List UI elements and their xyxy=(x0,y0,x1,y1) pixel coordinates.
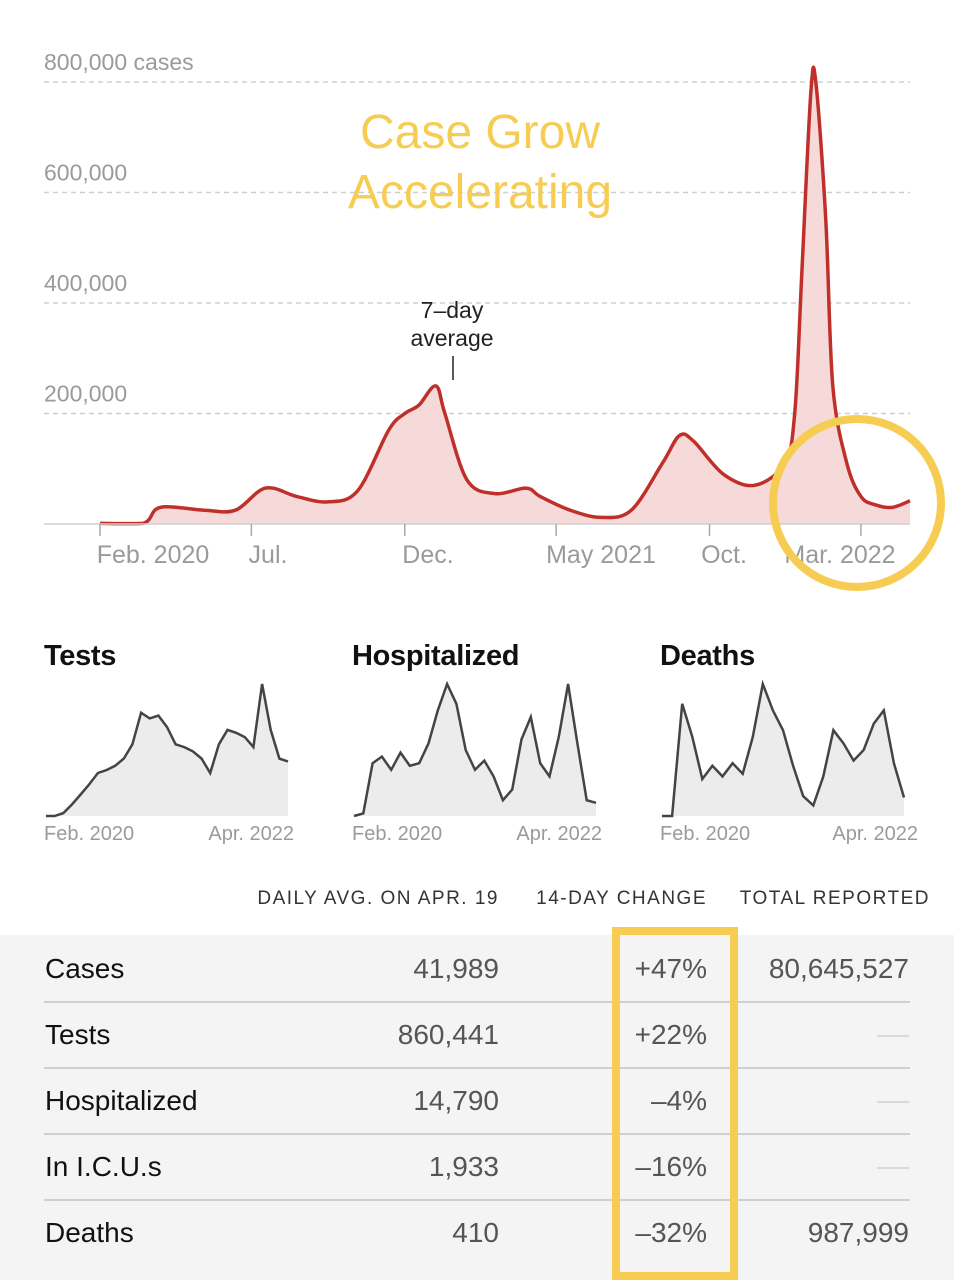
tests-line xyxy=(46,683,289,818)
row-label: In I.C.U.s xyxy=(45,1151,162,1182)
avg-label-line1: 7–day xyxy=(421,297,484,323)
hospitalized-sparkline xyxy=(353,680,597,818)
row-total-dash xyxy=(877,1167,909,1169)
cases-chart: 200,000 400,000 600,000 800,000 cases Feb. … xyxy=(44,49,945,591)
tests-title: Tests xyxy=(44,640,117,672)
seven-day-average-label: 7–day average xyxy=(410,297,494,380)
row-label: Hospitalized xyxy=(45,1085,198,1116)
hospitalized-area xyxy=(354,684,596,816)
annotation-text: Case Grow Accelerating xyxy=(348,106,612,219)
hospitalized-mini-chart: Hospitalized Feb. 2020 Apr. 2022 xyxy=(352,640,612,860)
deaths-x-start: Feb. 2020 xyxy=(660,823,751,845)
deaths-mini-chart: Deaths Feb. 2020 Apr. 2022 xyxy=(660,640,920,860)
col-daily-avg: DAILY AVG. ON APR. 19 xyxy=(257,888,499,909)
deaths-sparkline xyxy=(662,680,906,818)
cases-line xyxy=(99,65,911,526)
change-highlight-box xyxy=(612,927,738,1280)
row-label: Tests xyxy=(45,1019,111,1050)
x-tick-label: Jul. xyxy=(249,541,288,569)
y-tick-label: 400,000 xyxy=(44,270,127,296)
row-daily-avg: 14,790 xyxy=(413,1085,499,1116)
cases-area xyxy=(100,67,910,524)
tests-mini-chart: Tests Feb. 2020 Apr. 2022 xyxy=(44,640,304,860)
row-14-day-change: –16% xyxy=(635,1151,707,1182)
row-daily-avg: 410 xyxy=(452,1217,499,1248)
row-total: 80,645,527 xyxy=(768,953,909,984)
row-total: 987,999 xyxy=(807,1217,909,1248)
table-header: DAILY AVG. ON APR. 19 14-DAY CHANGE TOTA… xyxy=(0,888,954,920)
x-tick-label: Dec. xyxy=(402,541,453,569)
x-axis-ticks: Feb. 2020 Jul. Dec. May 2021 Oct. Mar. 2022 xyxy=(97,524,896,569)
row-total-dash xyxy=(877,1035,909,1037)
row-divider xyxy=(44,1199,910,1201)
tests-x-start: Feb. 2020 xyxy=(44,823,135,845)
deaths-x-end: Apr. 2022 xyxy=(832,823,918,845)
y-tick-label: 800,000 cases xyxy=(44,49,194,75)
x-tick-label: Oct. xyxy=(701,541,747,569)
x-tick-label: Feb. 2020 xyxy=(97,541,210,569)
hospitalized-line xyxy=(353,680,597,818)
col-total-reported: TOTAL REPORTED xyxy=(739,888,930,909)
tests-x-end: Apr. 2022 xyxy=(208,823,294,845)
col-14-day-change: 14-DAY CHANGE xyxy=(536,888,707,909)
row-14-day-change: +22% xyxy=(634,1019,707,1050)
y-tick-label: 200,000 xyxy=(44,381,127,407)
table-row: Cases 41,989 +47% 80,645,527 xyxy=(0,935,954,1003)
y-tick-label: 600,000 xyxy=(44,160,127,186)
row-divider xyxy=(44,1067,910,1069)
row-total-dash xyxy=(877,1101,909,1103)
chart-gridlines xyxy=(44,81,910,415)
row-daily-avg: 860,441 xyxy=(397,1019,499,1050)
table-row: Deaths 410 –32% 987,999 xyxy=(0,1199,954,1265)
deaths-line xyxy=(662,680,906,818)
hospitalized-x-end: Apr. 2022 xyxy=(516,823,602,845)
deaths-title: Deaths xyxy=(660,640,755,672)
row-divider xyxy=(44,1001,910,1003)
row-14-day-change: –4% xyxy=(650,1085,707,1116)
hospitalized-x-start: Feb. 2020 xyxy=(352,823,443,845)
stats-table: Cases 41,989 +47% 80,645,527 Tests 860,441 +22… xyxy=(0,935,954,1280)
row-label: Cases xyxy=(45,953,125,984)
tests-area xyxy=(46,684,288,816)
row-divider xyxy=(44,1133,910,1135)
avg-label-line2: average xyxy=(410,325,493,351)
row-daily-avg: 41,989 xyxy=(413,953,499,984)
table-row: Tests 860,441 +22% xyxy=(0,1001,954,1069)
table-row: Hospitalized 14,790 –4% xyxy=(0,1067,954,1135)
row-14-day-change: +47% xyxy=(634,953,707,984)
y-axis-labels: 200,000 400,000 600,000 800,000 cases xyxy=(44,49,194,407)
hospitalized-title: Hospitalized xyxy=(352,640,520,672)
tests-sparkline xyxy=(46,683,289,818)
annotation-line2: Accelerating xyxy=(348,166,612,219)
highlight-circle xyxy=(769,415,945,591)
row-daily-avg: 1,933 xyxy=(428,1151,499,1182)
row-14-day-change: –32% xyxy=(635,1217,707,1248)
x-tick-label: May 2021 xyxy=(546,541,656,569)
table-row: In I.C.U.s 1,933 –16% xyxy=(0,1133,954,1201)
row-label: Deaths xyxy=(45,1217,134,1248)
deaths-area xyxy=(662,684,904,816)
annotation-line1: Case Grow xyxy=(360,106,600,159)
